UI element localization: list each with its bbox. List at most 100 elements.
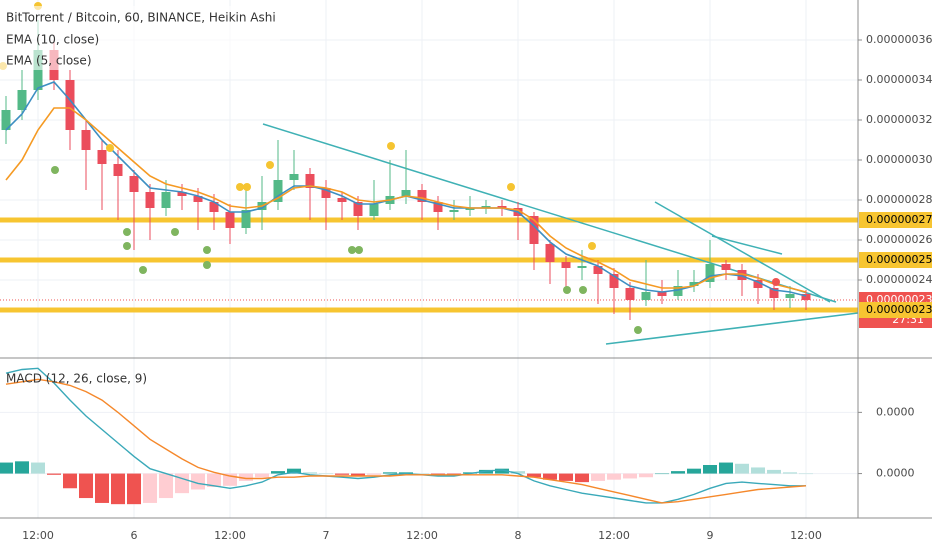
signal-dot xyxy=(355,246,363,254)
level-label: 0.00000025 xyxy=(866,253,932,266)
y-tick-label: 0.0000 xyxy=(876,405,915,418)
level-badge xyxy=(859,302,932,318)
histogram-bar xyxy=(495,468,509,474)
candle-body xyxy=(801,294,811,300)
y-tick-label: 0.00000036 xyxy=(866,33,932,46)
candle-body xyxy=(449,210,459,212)
x-tick-label: 6 xyxy=(131,529,138,542)
histogram-bar xyxy=(575,473,589,483)
y-tick-label: 0.00000026 xyxy=(866,233,932,246)
signal-dot xyxy=(588,242,596,250)
signal-dot xyxy=(51,166,59,174)
candle-body xyxy=(321,188,331,198)
histogram-bar xyxy=(31,462,45,474)
histogram-bar xyxy=(351,473,365,477)
x-tick-label: 12:00 xyxy=(790,529,822,542)
histogram-bar xyxy=(415,473,429,475)
histogram-bar xyxy=(607,473,621,480)
candle-body xyxy=(657,292,667,296)
candle-body xyxy=(369,204,379,216)
legend-entry: EMA (10, close) xyxy=(6,33,99,47)
histogram-bar xyxy=(175,473,189,494)
x-tick-label: 12:00 xyxy=(598,529,630,542)
candle-body xyxy=(17,90,27,110)
candle-body xyxy=(561,262,571,268)
histogram-bar xyxy=(719,462,733,474)
x-tick-label: 9 xyxy=(707,529,714,542)
signal-dot xyxy=(236,183,244,191)
candle-body xyxy=(689,282,699,286)
y-tick-label: 0.00000032 xyxy=(866,113,932,126)
candle-body xyxy=(641,292,651,300)
histogram-bar xyxy=(559,473,573,481)
level-badge xyxy=(859,252,932,268)
candle-body xyxy=(177,192,187,196)
x-tick-label: 8 xyxy=(515,529,522,542)
signals xyxy=(0,2,780,334)
candle-body xyxy=(225,212,235,228)
histogram-bar xyxy=(367,473,381,475)
x-tick-label: 12:00 xyxy=(214,529,246,542)
candle-body xyxy=(289,174,299,180)
candle-body xyxy=(433,202,443,212)
candle-body xyxy=(65,80,75,130)
signal-dot xyxy=(123,242,131,250)
histogram-bar xyxy=(95,473,109,503)
histogram-bar xyxy=(111,473,125,505)
candle-body xyxy=(705,264,715,282)
histogram-bar xyxy=(127,473,141,505)
level-label: 0.00000023 xyxy=(866,303,932,316)
levels xyxy=(0,217,858,313)
candle-body xyxy=(529,216,539,244)
candle-body xyxy=(577,266,587,268)
histogram-bar xyxy=(591,473,605,481)
histogram-bar xyxy=(511,471,525,474)
macd-title: MACD (12, 26, close, 9) xyxy=(6,372,147,386)
labels: BitTorrent / Bitcoin, 60, BINANCE, Heiki… xyxy=(0,6,280,386)
signal-dot xyxy=(507,183,515,191)
signal-dot xyxy=(348,246,356,254)
candle-body xyxy=(1,110,11,130)
x-tick-label: 7 xyxy=(323,529,330,542)
candle-body xyxy=(129,176,139,192)
histogram-bar xyxy=(319,473,333,475)
candle-body xyxy=(97,150,107,164)
candle-body xyxy=(305,174,315,188)
candle-body xyxy=(241,210,251,228)
signal-dot xyxy=(243,183,251,191)
histogram-bar xyxy=(0,462,13,474)
histogram-bar xyxy=(143,473,157,503)
histogram-bar xyxy=(287,468,301,474)
signal-dot xyxy=(563,286,571,294)
histogram-bar xyxy=(703,465,717,474)
candle-body xyxy=(497,206,507,208)
signal-dot xyxy=(203,261,211,269)
trend-line xyxy=(711,235,783,255)
level-badge xyxy=(859,212,932,228)
histogram-bar xyxy=(623,473,637,479)
y-tick-label: 0.00000034 xyxy=(866,73,932,86)
histogram-bar xyxy=(207,473,221,488)
histogram-bar xyxy=(543,473,557,480)
chart-title: BitTorrent / Bitcoin, 60, BINANCE, Heiki… xyxy=(6,11,276,25)
histogram-bar xyxy=(239,473,253,481)
level-label: 0.00000027 xyxy=(866,213,932,226)
signal-dot xyxy=(171,228,179,236)
candle-body xyxy=(401,190,411,196)
histogram-bar xyxy=(527,473,541,478)
y-tick-label: 0.00000030 xyxy=(866,153,932,166)
candle-body xyxy=(113,164,123,176)
signal-dot xyxy=(123,228,131,236)
ema-line xyxy=(5,107,807,293)
candle-body xyxy=(593,266,603,274)
y-tick-label: 0.0000 xyxy=(876,467,915,480)
candle-body xyxy=(769,288,779,298)
candle-body xyxy=(417,190,427,202)
macd-panel xyxy=(0,367,813,505)
histogram-bar xyxy=(383,472,397,474)
candle-body xyxy=(161,192,171,208)
candle-body xyxy=(785,294,795,298)
